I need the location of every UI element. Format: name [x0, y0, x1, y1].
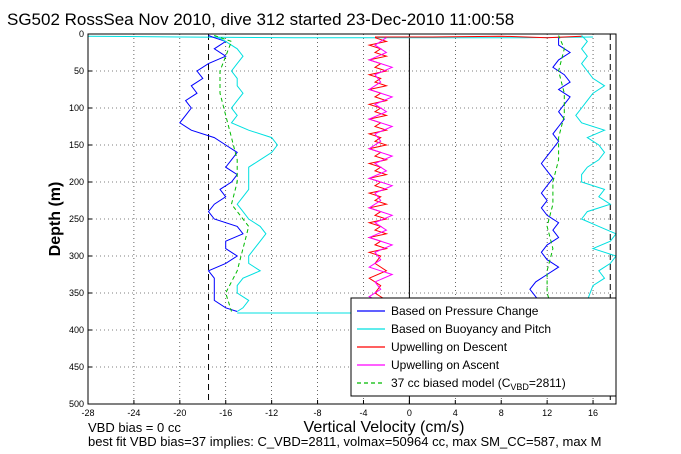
bottom-text-line1: VBD bias = 0 cc [88, 420, 181, 435]
x-axis-label: Vertical Velocity (cm/s) [304, 419, 465, 436]
x-tick-label: -4 [359, 408, 367, 418]
y-tick-label: 450 [69, 362, 84, 372]
legend-box [350, 297, 617, 397]
x-tick-label: -8 [314, 408, 322, 418]
y-tick-label: 350 [69, 288, 84, 298]
series-4-descent [214, 35, 250, 312]
series-0-ascent [529, 37, 572, 312]
series-0-descent [179, 35, 244, 312]
bottom-text-line2: best fit VBD bias=37 implies: C_VBD=2811… [88, 434, 602, 449]
legend-label: Upwelling on Ascent [391, 358, 500, 372]
x-tick-label: 0 [407, 408, 412, 418]
x-tick-label: 16 [588, 408, 598, 418]
x-tick-label: 12 [542, 408, 552, 418]
series-1-ascent [237, 35, 617, 314]
y-tick-label: 200 [69, 177, 84, 187]
y-tick-label: 500 [69, 399, 84, 409]
y-tick-label: 300 [69, 251, 84, 261]
legend-label: Based on Buoyancy and Pitch [391, 322, 551, 336]
legend: Based on Pressure Change Based on Buoyanc… [350, 297, 617, 397]
x-tick-label: -12 [265, 408, 278, 418]
legend-label: Based on Pressure Change [391, 304, 539, 318]
y-tick-label: 250 [69, 214, 84, 224]
chart-title: SG502 RossSea Nov 2010, dive 312 started… [7, 10, 514, 29]
series-2-descent [367, 37, 389, 312]
series-lines [87, 35, 617, 314]
x-tick-label: 4 [453, 408, 458, 418]
legend-label: Upwelling on Descent [391, 340, 508, 354]
series-4-ascent [546, 35, 565, 312]
x-tick-label: 8 [499, 408, 504, 418]
x-tick-label: -16 [219, 408, 232, 418]
series-3-ascent [367, 37, 394, 312]
y-tick-label: 100 [69, 103, 84, 113]
y-tick-labels: 0 50 100 150 200 250 300 350 400 450 500 [69, 29, 92, 409]
x-tick-label: -28 [81, 408, 94, 418]
surface-line-red [375, 35, 582, 39]
x-tick-labels: -28 -24 -20 -16 -12 -8 -4 0 4 8 12 16 [81, 400, 598, 418]
y-tick-label: 0 [79, 29, 84, 39]
y-axis-label: Depth (m) [47, 182, 64, 257]
x-tick-label: -20 [173, 408, 186, 418]
series-1-descent [214, 35, 279, 312]
y-tick-label: 400 [69, 325, 84, 335]
x-tick-label: -24 [127, 408, 140, 418]
y-tick-label: 50 [74, 66, 84, 76]
y-tick-label: 150 [69, 140, 84, 150]
legend-label: 37 cc biased model (CVBD=2811) [391, 376, 566, 392]
